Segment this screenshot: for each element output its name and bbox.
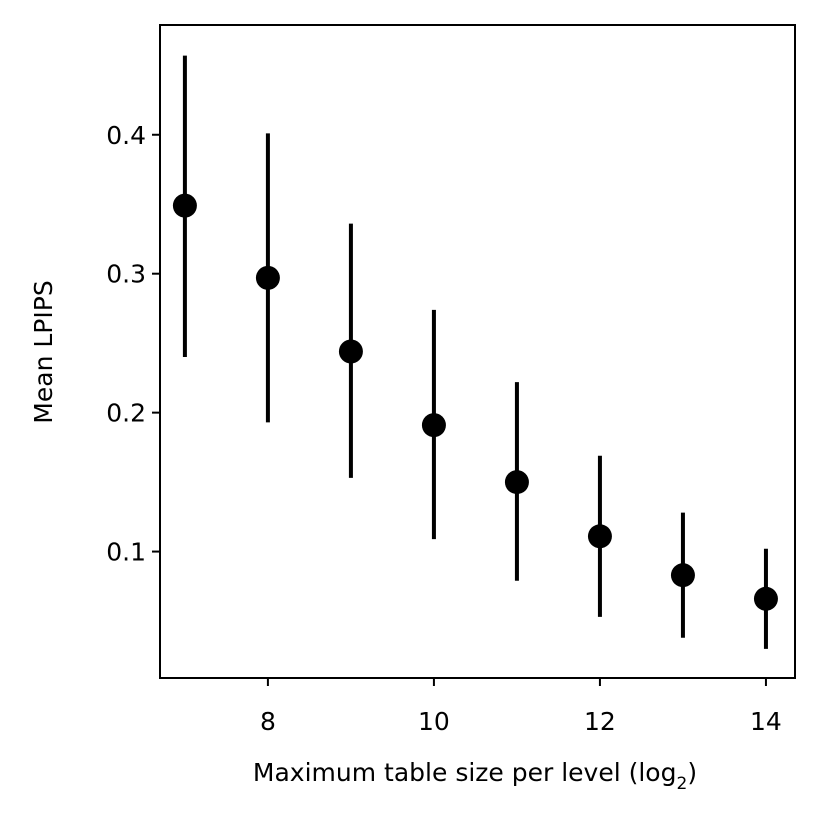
chart-marks: [172, 55, 778, 649]
y-axis-ticks: 0.1 0.2 0.3 0.4: [106, 121, 160, 567]
plot-frame: [159, 24, 796, 679]
x-axis-ticks: 8 10 12 14: [260, 678, 782, 736]
y-axis-label: Mean LPIPS: [29, 280, 58, 423]
data-point: [172, 193, 197, 218]
data-point: [338, 339, 363, 364]
x-tick-label: 8: [260, 707, 276, 736]
data-point-group: [587, 455, 612, 617]
y-tick-label: 0.2: [106, 399, 146, 428]
data-point-group: [255, 133, 280, 423]
x-tick-label: 14: [750, 707, 782, 736]
data-point-group: [753, 548, 778, 649]
data-point: [255, 265, 280, 290]
y-tick-label: 0.3: [106, 260, 146, 289]
data-point-group: [421, 309, 446, 540]
data-point-group: [172, 55, 197, 358]
data-point-group: [338, 223, 363, 478]
x-axis-label: Maximum table size per level (log2): [253, 758, 697, 794]
data-point: [670, 563, 695, 588]
data-point: [421, 413, 446, 438]
data-point-group: [504, 382, 529, 581]
data-point: [753, 586, 778, 611]
data-point: [587, 524, 612, 549]
x-tick-label: 12: [584, 707, 616, 736]
data-point-group: [670, 512, 695, 638]
y-tick-label: 0.1: [106, 538, 146, 567]
data-point: [504, 470, 529, 495]
y-tick-label: 0.4: [106, 121, 146, 150]
x-tick-label: 10: [418, 707, 450, 736]
